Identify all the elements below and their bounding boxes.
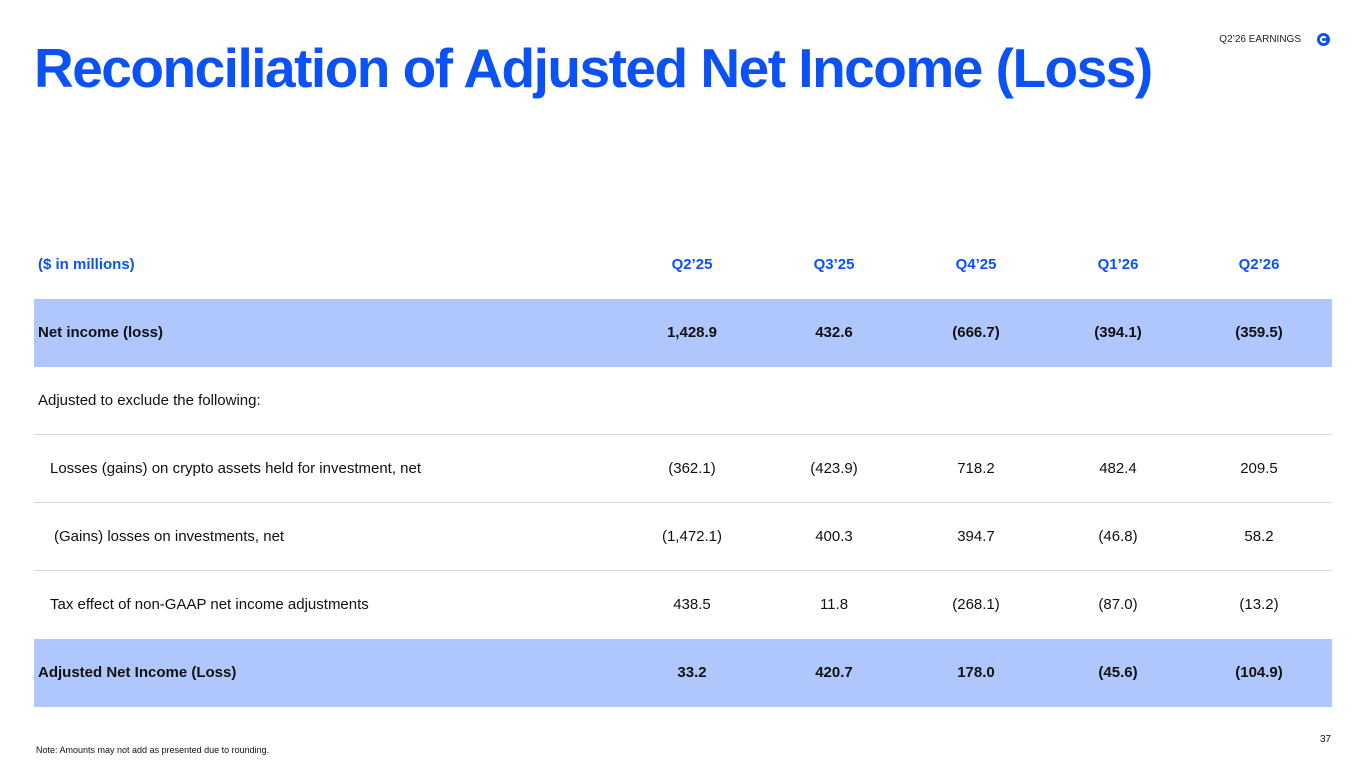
value-cell: 394.7 [957,528,995,545]
table-row: Adjusted Net Income (Loss) 33.2 420.7 178.0… [34,639,1332,707]
column-header: Q2’26 [1238,256,1280,273]
value-cell: (423.9) [810,460,858,477]
value-cell: 1,428.9 [666,324,718,341]
value-cell: 438.5 [673,596,711,613]
value-cell: 209.5 [1240,460,1278,477]
row-label: Adjusted Net Income (Loss) [38,664,237,681]
column-header: Q1’26 [1097,256,1139,273]
column-header: Q2’25 [671,256,713,273]
value-cell: 58.2 [1244,528,1274,545]
row-label: Losses (gains) on crypto assets held for… [50,460,422,477]
unit-label: ($ in millions) [38,256,135,273]
value-cell: (394.1) [1094,324,1142,341]
table-row: Adjusted to exclude the following: [34,367,1332,435]
value-cell: (1,472.1) [661,528,723,545]
row-label: Net income (loss) [38,324,164,341]
value-cell: 718.2 [957,460,995,477]
value-cell: 11.8 [819,596,849,613]
value-cell: (45.6) [1098,664,1138,681]
value-cell: 432.6 [815,324,853,341]
row-label: Tax effect of non-GAAP net income adjust… [50,596,369,613]
column-header: Q4’25 [955,256,997,273]
column-header: Q3’25 [813,256,855,273]
value-cell: (13.2) [1239,596,1279,613]
value-cell: (104.9) [1235,664,1283,681]
value-cell: (666.7) [952,324,1000,341]
logo [1317,33,1330,46]
value-cell: 400.3 [815,528,853,545]
value-cell: 482.4 [1099,460,1137,477]
value-cell: (362.1) [668,460,716,477]
row-label: (Gains) losses on investments, net [54,528,285,545]
header-tag: Q2’26 EARNINGS [1219,34,1301,45]
table-row: (Gains) losses on investments, net (1,472… [34,503,1332,571]
value-cell: (268.1) [952,596,1000,613]
value-cell: 420.7 [815,664,853,681]
value-cell: 178.0 [957,664,995,681]
table-row: Tax effect of non-GAAP net income adjust… [34,571,1332,639]
title: Reconciliation of Adjusted Net Income (L… [34,37,1153,99]
value-cell: 33.2 [677,664,707,681]
header-row: ($ in millions) Q2’25 Q3’25 Q4’25 Q1’26 Q2’26 [34,231,1332,299]
value-cell: (46.8) [1098,528,1138,545]
value-cell: (87.0) [1098,596,1138,613]
table-row: Losses (gains) on crypto assets held for… [34,435,1332,503]
row-label: Adjusted to exclude the following: [38,392,261,409]
page-number: 37 [1320,734,1332,745]
value-cell: (359.5) [1235,324,1283,341]
table-row: Net income (loss) 1,428.9 432.6 (666.7) (394… [34,299,1332,367]
table: ($ in millions) Q2’25 Q3’25 Q4’25 Q1’26 Q2’26… [34,231,1332,707]
footnote: Note: Amounts may not add as presented d… [36,745,270,755]
